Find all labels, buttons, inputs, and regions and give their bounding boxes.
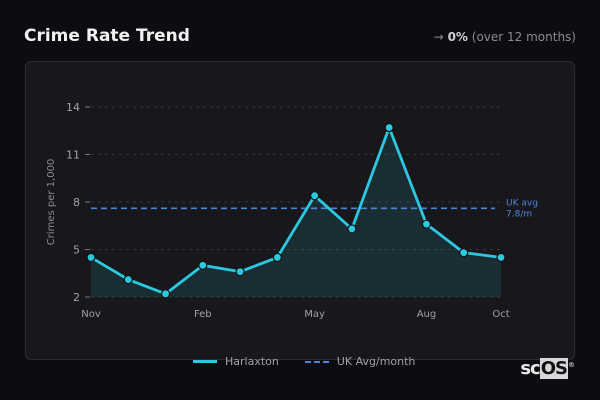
legend-item-uk-avg[interactable]: UK Avg/month: [304, 355, 416, 368]
x-tick-label: Oct: [492, 309, 509, 320]
data-point: [310, 191, 320, 201]
reference-label: UK avg: [506, 198, 538, 208]
data-point: [160, 289, 171, 299]
x-tick-label: Feb: [194, 309, 212, 320]
y-tick-label: 5: [73, 244, 80, 257]
data-point: [123, 274, 133, 285]
scos-logo: scOS®: [520, 358, 575, 379]
x-tick-label: Nov: [81, 309, 101, 320]
y-tick-label: 11: [66, 149, 80, 162]
data-point: [86, 252, 96, 263]
data-point: [459, 248, 469, 258]
x-tick-label: May: [304, 309, 325, 320]
legend-item-harlaxton[interactable]: Harlaxton: [193, 355, 279, 368]
arrow-right-icon: →: [433, 30, 444, 44]
change-value: 0%: [447, 30, 468, 44]
logo-mark: ®: [568, 361, 575, 369]
logo-text: sc: [520, 358, 540, 379]
data-point: [421, 219, 432, 229]
legend-swatch: [193, 360, 217, 363]
series-line: [90, 126, 502, 296]
y-tick-label: 8: [73, 196, 80, 209]
legend-label: UK Avg/month: [336, 355, 416, 368]
legend-label: Harlaxton: [225, 355, 279, 368]
logo-text-inverted: OS: [539, 358, 568, 379]
legend: Harlaxton UK Avg/month: [193, 355, 415, 368]
data-point: [347, 224, 357, 234]
data-point: [235, 267, 245, 277]
data-point: [384, 122, 394, 133]
y-tick-label: 14: [66, 101, 80, 114]
data-point: [272, 252, 282, 263]
y-axis-label: Crimes per 1,000: [46, 159, 57, 246]
y-tick-label: 2: [73, 291, 80, 304]
chart-card: [25, 61, 575, 360]
legend-swatch: [304, 360, 329, 363]
x-tick-label: Aug: [417, 309, 437, 320]
reference-label: 7.8/m: [506, 209, 532, 219]
trend-change: → 0% (over 12 months): [434, 30, 576, 44]
change-period: (over 12 months): [471, 30, 576, 44]
data-point: [496, 252, 506, 263]
chart-title: Crime Rate Trend: [24, 26, 190, 46]
series-area: [91, 127, 501, 297]
data-point: [198, 260, 208, 270]
